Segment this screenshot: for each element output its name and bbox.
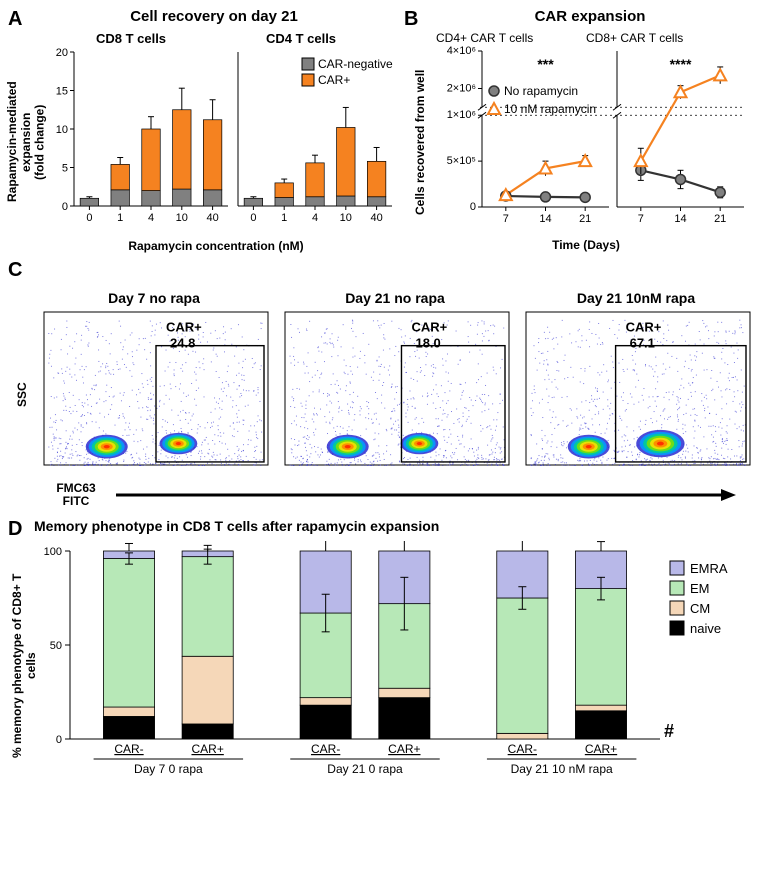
svg-text:***: *** — [537, 56, 554, 72]
panel-c-row: Day 7 no rapaCAR+24.8Day 21 no rapaCAR+1… — [36, 290, 754, 478]
svg-text:4: 4 — [312, 212, 318, 224]
panel-c-ylabel: SSC — [15, 325, 29, 465]
svg-text:CAR-: CAR- — [508, 742, 537, 756]
panel-c-label: C — [8, 259, 30, 282]
svg-text:#: # — [664, 721, 674, 741]
svg-text:0: 0 — [470, 201, 476, 213]
panel-a-sub-cd4: CD4 T cells — [216, 31, 386, 46]
svg-text:CAR+: CAR+ — [388, 742, 420, 756]
svg-text:CAR-negative: CAR-negative — [318, 57, 393, 71]
svg-text:21: 21 — [714, 213, 726, 225]
svg-text:100: 100 — [44, 546, 62, 558]
svg-text:1×10⁶: 1×10⁶ — [447, 109, 476, 121]
svg-text:CAR+: CAR+ — [191, 742, 223, 756]
panel-b-chart: 0 5×10⁵ 1×10⁶ 2×10⁶ 4×10⁶ 7 14 21 *** 7 14 21 **** No… — [436, 45, 748, 235]
flow-plot-1: Day 21 no rapaCAR+18.0 — [277, 290, 513, 478]
svg-text:CAR-: CAR- — [311, 742, 340, 756]
svg-text:50: 50 — [50, 640, 62, 652]
panel-b-sub-cd4: CD4+ CAR T cells — [436, 31, 586, 45]
svg-text:0: 0 — [62, 201, 68, 213]
svg-text:21: 21 — [579, 213, 591, 225]
svg-text:10 nM rapamycin: 10 nM rapamycin — [504, 102, 596, 116]
svg-text:Day 21 10 nM rapa: Day 21 10 nM rapa — [511, 762, 613, 776]
panel-a-chart: 0 5 10 15 20 0 1 4 10 40 0 1 4 10 40 CAR-negative CAR+ — [46, 46, 396, 236]
panel-d-chart: 0 50 100 CAR- CAR+ Day 7 0 rapa CAR- CAR+ Day 21… — [40, 541, 740, 791]
panel-d-label: D — [8, 518, 30, 541]
svg-text:EMRA: EMRA — [690, 561, 728, 576]
svg-text:naive: naive — [690, 621, 721, 636]
panel-b-ylabel: Cells recovered from well — [413, 57, 427, 227]
panel-b-title: CAR expansion — [426, 8, 754, 31]
panel-b-label: B — [404, 8, 426, 31]
svg-text:CAR+: CAR+ — [318, 73, 350, 87]
svg-text:24.8: 24.8 — [170, 336, 195, 351]
svg-text:10: 10 — [340, 212, 352, 224]
panel-d: D Memory phenotype in CD8 T cells after … — [8, 518, 754, 791]
svg-text:CAR+: CAR+ — [411, 320, 447, 335]
svg-text:CM: CM — [690, 601, 710, 616]
panel-c-xlabel: FMC63FITC — [36, 482, 116, 508]
svg-text:14: 14 — [674, 213, 686, 225]
row-ab: A Cell recovery on day 21 Rapamycin-medi… — [8, 8, 754, 253]
svg-text:40: 40 — [206, 212, 218, 224]
panel-a-title: Cell recovery on day 21 — [30, 8, 398, 31]
svg-text:18.0: 18.0 — [415, 336, 440, 351]
svg-text:Day 7 0 rapa: Day 7 0 rapa — [134, 762, 203, 776]
svg-text:40: 40 — [370, 212, 382, 224]
svg-text:14: 14 — [539, 213, 551, 225]
panel-c-arrow — [116, 488, 736, 502]
panel-d-title: Memory phenotype in CD8 T cells after ra… — [30, 518, 754, 541]
panel-b-xlabel: Time (Days) — [436, 238, 736, 252]
panel-c: C SSC Day 7 no rapaCAR+24.8Day 21 no rap… — [8, 259, 754, 508]
svg-text:Day 21 0 rapa: Day 21 0 rapa — [327, 762, 403, 776]
svg-text:0: 0 — [250, 212, 256, 224]
svg-text:1: 1 — [117, 212, 123, 224]
panel-a: A Cell recovery on day 21 Rapamycin-medi… — [8, 8, 398, 253]
svg-text:10: 10 — [176, 212, 188, 224]
svg-text:****: **** — [670, 56, 692, 72]
panel-a-sub-cd8: CD8 T cells — [46, 31, 216, 46]
svg-text:0: 0 — [56, 734, 62, 746]
svg-text:7: 7 — [503, 213, 509, 225]
svg-text:7: 7 — [638, 213, 644, 225]
flow-plot-0: Day 7 no rapaCAR+24.8 — [36, 290, 272, 478]
svg-text:No rapamycin: No rapamycin — [504, 84, 578, 98]
panel-d-ylabel: % memory phenotype of CD8+ T cells — [10, 566, 38, 766]
svg-text:CAR-: CAR- — [114, 742, 143, 756]
svg-text:10: 10 — [56, 124, 68, 136]
svg-text:20: 20 — [56, 47, 68, 59]
panel-a-label: A — [8, 8, 30, 31]
svg-text:EM: EM — [690, 581, 710, 596]
svg-text:5×10⁵: 5×10⁵ — [447, 155, 476, 167]
figure: A Cell recovery on day 21 Rapamycin-medi… — [8, 8, 754, 791]
svg-text:CAR+: CAR+ — [626, 320, 662, 335]
svg-text:4: 4 — [148, 212, 154, 224]
svg-text:4×10⁶: 4×10⁶ — [447, 45, 476, 57]
svg-text:0: 0 — [86, 212, 92, 224]
panel-b-sub-cd8: CD8+ CAR T cells — [586, 31, 736, 45]
svg-text:15: 15 — [56, 86, 68, 98]
flow-plot-2: Day 21 10nM rapaCAR+67.1 — [518, 290, 754, 478]
panel-a-ylabel: Rapamycin-mediated expansion(fold change… — [6, 57, 47, 227]
svg-text:CAR+: CAR+ — [585, 742, 617, 756]
svg-text:1: 1 — [281, 212, 287, 224]
svg-text:67.1: 67.1 — [630, 336, 655, 351]
svg-text:5: 5 — [62, 163, 68, 175]
panel-a-xlabel: Rapamycin concentration (nM) — [46, 239, 386, 253]
panel-b: B CAR expansion Cells recovered from wel… — [404, 8, 754, 253]
svg-text:2×10⁶: 2×10⁶ — [447, 82, 476, 94]
svg-text:CAR+: CAR+ — [166, 320, 202, 335]
